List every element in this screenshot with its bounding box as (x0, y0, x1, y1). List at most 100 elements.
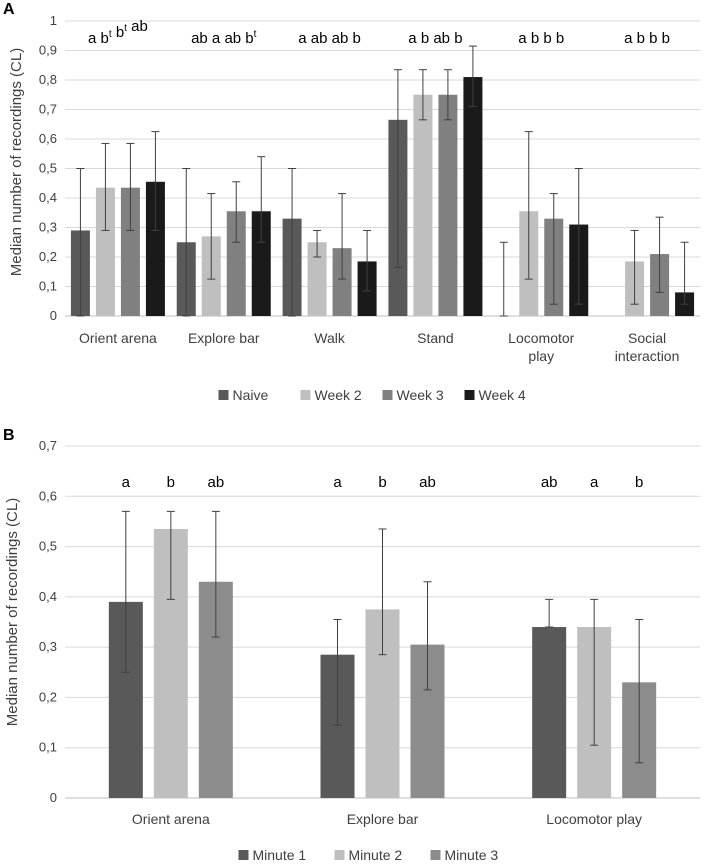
bar-minute-1 (532, 627, 567, 798)
sig-letter: ab (433, 30, 450, 47)
y-tick-label: 0,4 (39, 589, 57, 604)
y-tick-label: 0,3 (39, 639, 57, 654)
category-label: interaction (615, 348, 680, 364)
sig-letter: a (518, 30, 527, 47)
sig-letter: a (298, 30, 307, 47)
sig-letter: a (624, 30, 633, 47)
sig-letter: a (408, 30, 417, 47)
significance-letter: b (635, 474, 643, 491)
y-tick-label: 0,4 (39, 190, 57, 205)
sig-letter: b (556, 30, 564, 47)
significance-letters: a b b b (518, 30, 564, 47)
bar-week-2 (95, 187, 115, 316)
sig-letter: a (88, 30, 97, 47)
sig-letter: b (101, 30, 109, 47)
legend-label: Minute 2 (349, 847, 403, 863)
y-tick-label: 0,1 (39, 740, 57, 755)
sig-letter: b (543, 30, 551, 47)
legend-label: Week 2 (315, 387, 362, 403)
y-tick-label: 0,6 (39, 131, 57, 146)
category-label: Explore bar (188, 330, 260, 346)
y-tick-label: 0,2 (39, 249, 57, 264)
sig-superscript: t (124, 23, 127, 34)
bar-week-3 (332, 248, 352, 316)
significance-letter: ab (541, 474, 558, 491)
sig-letter: ab (311, 30, 328, 47)
legend-label: Week 4 (479, 387, 526, 403)
sig-letter: b (245, 30, 253, 47)
sig-letter: b (454, 30, 462, 47)
y-tick-label: 0,7 (39, 102, 57, 117)
category-label: Orient arena (79, 330, 157, 346)
y-tick-label: 0,5 (39, 539, 57, 554)
y-tick-label: 0,9 (39, 43, 57, 58)
bar-week-3 (226, 211, 246, 316)
significance-letter: a (590, 474, 599, 491)
legend-swatch (238, 850, 249, 860)
panel-a-y-axis-label: Median number of recordings (CL) (8, 48, 25, 276)
sig-letter: ab (224, 30, 241, 47)
significance-letter: b (167, 474, 175, 491)
sig-letter: b (531, 30, 539, 47)
legend-label: Week 3 (397, 387, 444, 403)
sig-letter: ab (332, 30, 349, 47)
significance-letters: ab a ab bt (191, 29, 257, 47)
sig-letter: b (649, 30, 657, 47)
sig-letter: b (662, 30, 670, 47)
y-tick-label: 0,6 (39, 488, 57, 503)
category-label: Stand (417, 330, 454, 346)
significance-letters: a ab ab b (298, 30, 361, 47)
sig-letter: a (212, 30, 221, 47)
bar-week-4 (463, 77, 483, 316)
significance-letter: ab (419, 474, 436, 491)
category-label: Locomotor play (546, 811, 642, 827)
sig-letter: ab (131, 18, 148, 35)
sig-letter: b (353, 30, 361, 47)
category-label: Social (628, 330, 666, 346)
bar-week-3 (438, 94, 458, 316)
category-label: Explore bar (347, 811, 419, 827)
panel-b-y-axis-label: Median number of recordings (CL) (4, 498, 21, 726)
category-label: Orient arena (132, 811, 210, 827)
y-tick-label: 0,1 (39, 279, 57, 294)
bar-week-2 (307, 242, 327, 316)
panel-a-plot: 0 0,1 0,2 0,3 0,4 0,5 0,6 0,7 0,8 0,9 1 Orient aren… (39, 13, 700, 403)
panel-a-letter: A (3, 1, 15, 18)
y-tick-label: 0,5 (39, 161, 57, 176)
panel-b-letter: B (3, 427, 15, 444)
legend-swatch (334, 850, 345, 860)
legend-swatch (300, 390, 311, 400)
sig-superscript: t (254, 29, 257, 40)
significance-letter: ab (207, 474, 224, 491)
y-tick-label: 0,2 (39, 689, 57, 704)
y-tick-label: 0 (50, 308, 57, 323)
sig-letter: ab (191, 30, 208, 47)
y-tick-label: 1 (50, 13, 57, 28)
sig-superscript: t (109, 29, 112, 40)
significance-letter: a (333, 474, 342, 491)
y-tick-label: 0,3 (39, 220, 57, 235)
legend-swatch (430, 850, 441, 860)
bar-week-2 (413, 94, 433, 316)
category-label: Locomotor (508, 330, 574, 346)
legend-label: Minute 1 (253, 847, 307, 863)
sig-letter: b (421, 30, 429, 47)
y-tick-label: 0 (50, 790, 57, 805)
significance-letter: a (122, 474, 131, 491)
legend-label: Naive (233, 387, 269, 403)
legend-label: Minute 3 (445, 847, 499, 863)
significance-letters: a b b b (624, 30, 670, 47)
category-label: Walk (314, 330, 346, 346)
sig-letter: b (637, 30, 645, 47)
category-label: play (528, 348, 554, 364)
sig-letter: b (116, 24, 124, 41)
legend-swatch (464, 390, 475, 400)
significance-letters: a b ab b (408, 30, 462, 47)
y-tick-label: 0,7 (39, 438, 57, 453)
bar-week-4 (251, 211, 271, 316)
significance-letters: a bt bt ab (88, 18, 148, 47)
bar-week-4 (145, 181, 165, 316)
legend-swatch (218, 390, 229, 400)
